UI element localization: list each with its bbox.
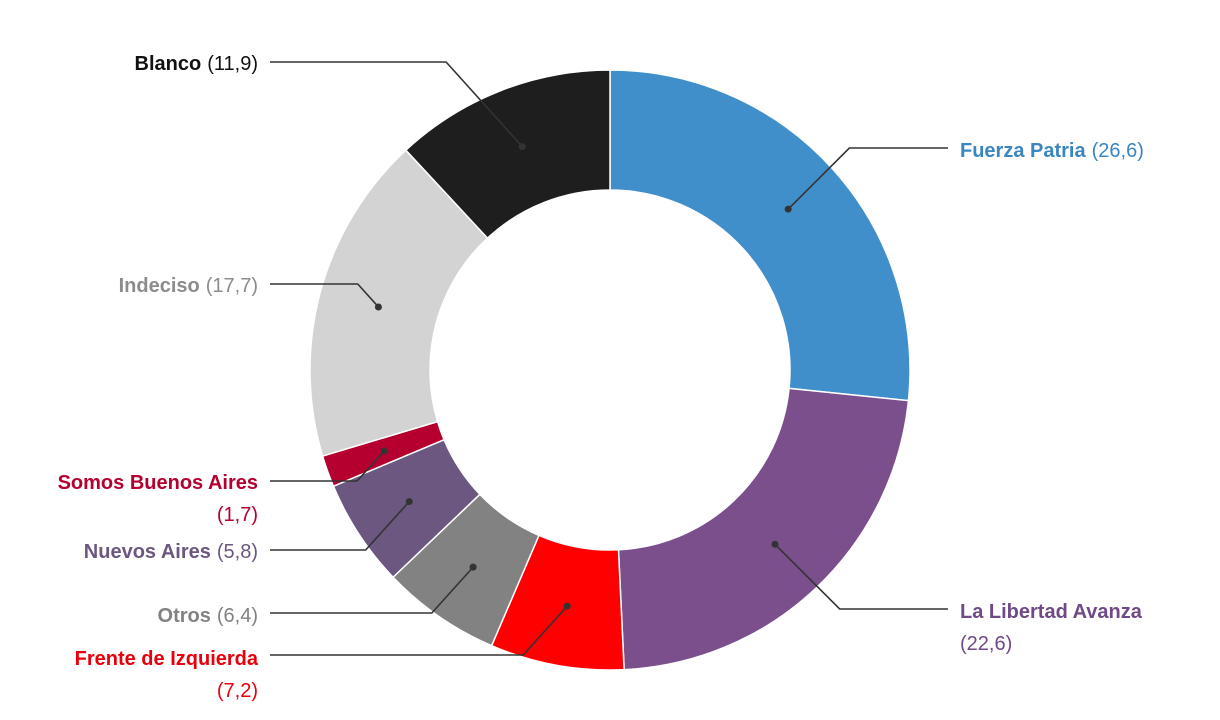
labels-group: Fuerza Patria (26,6) La Libertad Avanza (22… [58, 53, 1144, 702]
label-name-la-libertad-avanza: La Libertad Avanza [960, 601, 1143, 623]
anchor-dot-nuevos-aires [405, 498, 413, 506]
anchor-dot-frente-de-izquierda [563, 602, 571, 610]
label-value-indeciso: (17,7) [206, 275, 258, 297]
label-name-fuerza-patria: Fuerza Patria [960, 140, 1086, 162]
label-value-otros: (6,4) [217, 605, 258, 627]
label-name-nuevos-aires: Nuevos Aires [84, 541, 211, 563]
label-value-fuerza-patria: (26,6) [1092, 140, 1144, 162]
label-name-somos-buenos-aires: Somos Buenos Aires [58, 472, 258, 494]
leader-line-somos-buenos-aires [270, 450, 385, 482]
label-name-frente-de-izquierda: Frente de Izquierda [75, 648, 259, 670]
label-fuerza-patria: Fuerza Patria (26,6) [960, 140, 1144, 162]
anchor-dot-somos-buenos-aires [380, 447, 388, 455]
leader-line-la-libertad-avanza [774, 543, 948, 610]
label-blanco: Blanco (11,9) [135, 53, 258, 75]
label-somos-buenos-aires: Somos Buenos Aires (1,7) [58, 472, 258, 526]
leader-line-blanco [270, 61, 523, 148]
slices-group [309, 69, 911, 671]
label-name-blanco: Blanco [135, 53, 202, 75]
label-value-nuevos-aires: (5,8) [217, 541, 258, 563]
anchor-dot-la-libertad-avanza [771, 540, 779, 548]
anchor-dot-indeciso [374, 303, 382, 311]
anchor-dot-otros [469, 563, 477, 571]
label-indeciso: Indeciso (17,7) [119, 275, 258, 297]
leader-line-frente-de-izquierda [270, 605, 568, 656]
slice-la-libertad-avanza [617, 387, 910, 671]
leader-line-nuevos-aires [270, 501, 410, 551]
anchor-dot-fuerza-patria [784, 205, 792, 213]
slice-indeciso [309, 149, 489, 457]
label-name-indeciso: Indeciso [119, 275, 200, 297]
label-value-frente-de-izquierda: (7,2) [217, 680, 258, 702]
label-la-libertad-avanza: La Libertad Avanza (22,6) [960, 601, 1143, 655]
label-value-blanco: (11,9) [207, 53, 258, 75]
leader-line-otros [270, 566, 474, 614]
slice-blanco [404, 69, 611, 240]
leader-line-indeciso [270, 283, 380, 308]
leader-lines-group [270, 61, 948, 656]
label-otros: Otros (6,4) [158, 605, 258, 627]
label-nuevos-aires: Nuevos Aires (5,8) [84, 541, 258, 563]
label-value-somos-buenos-aires: (1,7) [217, 504, 258, 526]
anchor-dot-blanco [518, 143, 526, 151]
label-frente-de-izquierda: Frente de Izquierda (7,2) [75, 648, 259, 702]
label-value-la-libertad-avanza: (22,6) [960, 633, 1012, 655]
label-name-otros: Otros [158, 605, 211, 627]
slice-fuerza-patria [609, 69, 911, 402]
leader-line-fuerza-patria [787, 147, 948, 210]
